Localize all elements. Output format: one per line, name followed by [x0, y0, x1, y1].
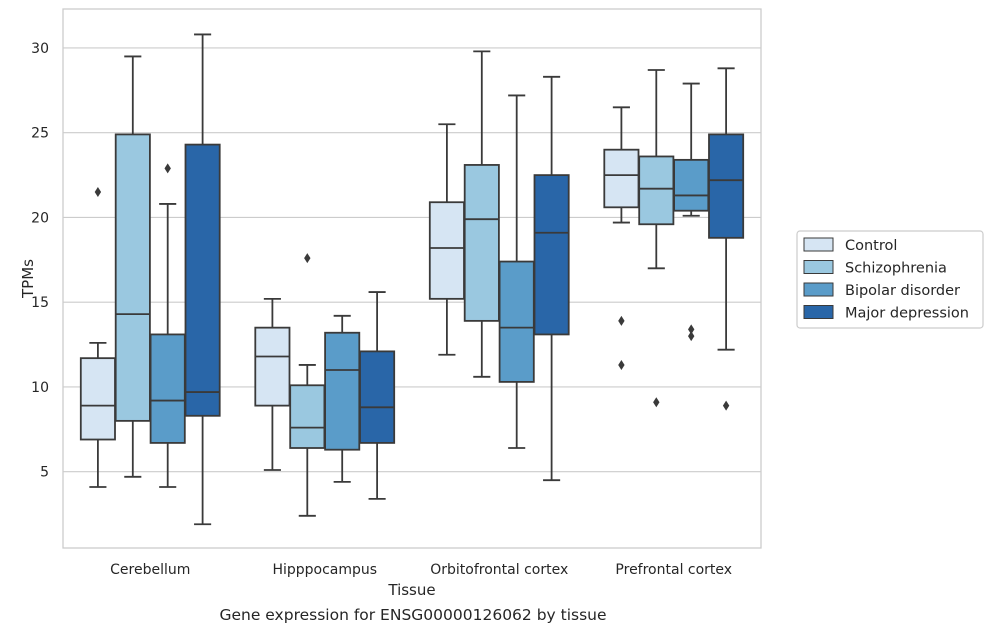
y-axis-label: TPMs [19, 259, 37, 299]
box-bipolar-disorder [324, 314, 361, 483]
box-control [428, 123, 465, 356]
x-tick-label: Hipppocampus [272, 562, 377, 578]
outlier-point [688, 324, 695, 335]
box-bipolar-disorder [149, 163, 186, 488]
x-tick-label: Orbitofrontal cortex [430, 562, 568, 578]
box-iqr [184, 143, 221, 417]
legend-label: Schizophrenia [845, 261, 947, 277]
legend-label: Control [845, 238, 897, 254]
x-axis-label: Tissue [387, 581, 435, 599]
y-tick-label: 10 [31, 380, 49, 396]
outlier-point [688, 331, 695, 342]
box-iqr [359, 350, 396, 444]
box-control [254, 297, 291, 471]
figure-caption: Gene expression for ENSG00000126062 by t… [219, 606, 607, 624]
y-tick-label: 25 [31, 126, 49, 142]
outlier-point [722, 400, 730, 411]
box-major-depression [708, 67, 745, 411]
box-schizophrenia [638, 69, 675, 408]
x-tick-label: Prefrontal cortex [615, 562, 732, 578]
plot-frame [62, 8, 762, 549]
box-iqr [603, 148, 640, 209]
box-schizophrenia [114, 55, 151, 478]
box-iqr [428, 201, 465, 300]
box-iqr [673, 158, 710, 212]
box-iqr [324, 331, 361, 451]
legend-swatch [803, 282, 834, 297]
legend-swatch [803, 305, 834, 319]
box-control [79, 187, 116, 488]
box-iqr [498, 260, 535, 383]
y-tick-label: 5 [40, 465, 49, 481]
box-iqr [533, 174, 570, 336]
y-tick-label: 30 [31, 41, 49, 57]
outlier-point [653, 397, 660, 408]
box-control [603, 106, 640, 370]
legend-swatch [803, 237, 834, 252]
outlier-point [618, 359, 625, 370]
box-iqr [708, 133, 745, 239]
box-plot-series [79, 33, 745, 526]
box-iqr [79, 357, 116, 441]
box-major-depression [184, 33, 221, 526]
box-major-depression [533, 75, 570, 482]
y-tick-label: 15 [31, 295, 49, 311]
y-axis-ticks: 5 10 15 20 25 30 [31, 41, 49, 481]
outlier-point [304, 253, 311, 264]
legend-swatch [803, 260, 834, 274]
x-tick-label: Cerebellum [110, 562, 190, 578]
outlier-point [94, 187, 102, 198]
y-tick-label: 20 [31, 210, 49, 226]
box-bipolar-disorder [673, 82, 710, 342]
outlier-point [618, 315, 625, 326]
legend-label: Bipolar disorder [845, 283, 960, 299]
box-iqr [149, 333, 186, 444]
box-iqr [289, 384, 326, 449]
outlier-point [164, 163, 171, 174]
box-major-depression [359, 291, 396, 500]
box-bipolar-disorder [498, 94, 535, 449]
box-iqr [463, 164, 500, 322]
box-schizophrenia [289, 253, 326, 517]
legend-label: Major depression [845, 306, 969, 322]
box-schizophrenia [463, 50, 500, 378]
x-axis-ticks: Cerebellum Hipppocampus Orbitofrontal cort… [110, 562, 732, 578]
box-iqr [254, 326, 291, 407]
legend: Control Schizophrenia Bipolar disorder Majo… [796, 230, 984, 329]
box-iqr [638, 155, 675, 226]
legend-frame [796, 230, 984, 329]
box-iqr [114, 133, 151, 422]
